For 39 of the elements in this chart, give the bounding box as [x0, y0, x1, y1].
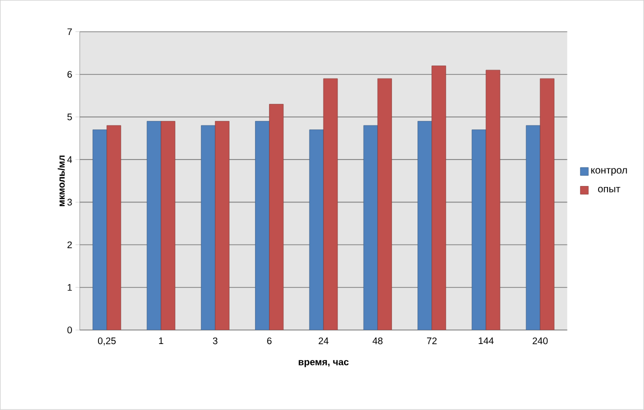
- bar: [269, 104, 284, 330]
- bar: [418, 121, 432, 330]
- x-tick-label: 72: [427, 338, 437, 344]
- legend-label: опыт: [598, 186, 620, 192]
- x-tick-label: 0,25: [98, 338, 116, 346]
- y-tick-label: 6: [68, 71, 72, 78]
- legend-label: контрол: [591, 168, 627, 176]
- x-tick-label: 240: [532, 338, 548, 344]
- bar: [472, 130, 486, 330]
- bar: [377, 78, 392, 330]
- bar: [486, 70, 500, 330]
- x-axis-title: время, час: [298, 360, 349, 368]
- y-tick-label: 1: [68, 284, 72, 291]
- bar: [363, 125, 378, 330]
- y-tick-label: 7: [68, 28, 72, 36]
- bar: [200, 125, 216, 330]
- y-tick-label: 2: [67, 242, 72, 248]
- x-tick-label: 144: [478, 338, 494, 344]
- x-tick-label: 24: [318, 338, 329, 344]
- bar: [540, 78, 554, 330]
- y-axis-title: мкмоль/мл: [58, 156, 65, 206]
- bar: [160, 121, 176, 330]
- x-tick-label: 48: [372, 338, 383, 344]
- x-tick-label: 6: [267, 338, 272, 344]
- bar: [146, 121, 162, 330]
- y-tick-label: 3: [67, 198, 72, 206]
- x-tick-label: 3: [212, 338, 218, 344]
- bar: [255, 121, 270, 330]
- bar: [432, 66, 446, 330]
- y-tick-label: 4: [67, 156, 72, 163]
- bar: [309, 130, 324, 330]
- bar: [106, 125, 122, 330]
- y-tick-label: 5: [67, 114, 72, 120]
- x-tick-label: 1: [159, 338, 164, 344]
- y-tick-label: 0: [67, 326, 72, 334]
- bar: [92, 130, 108, 330]
- bar: [323, 78, 338, 330]
- bar: [214, 121, 230, 330]
- bar: [526, 125, 540, 330]
